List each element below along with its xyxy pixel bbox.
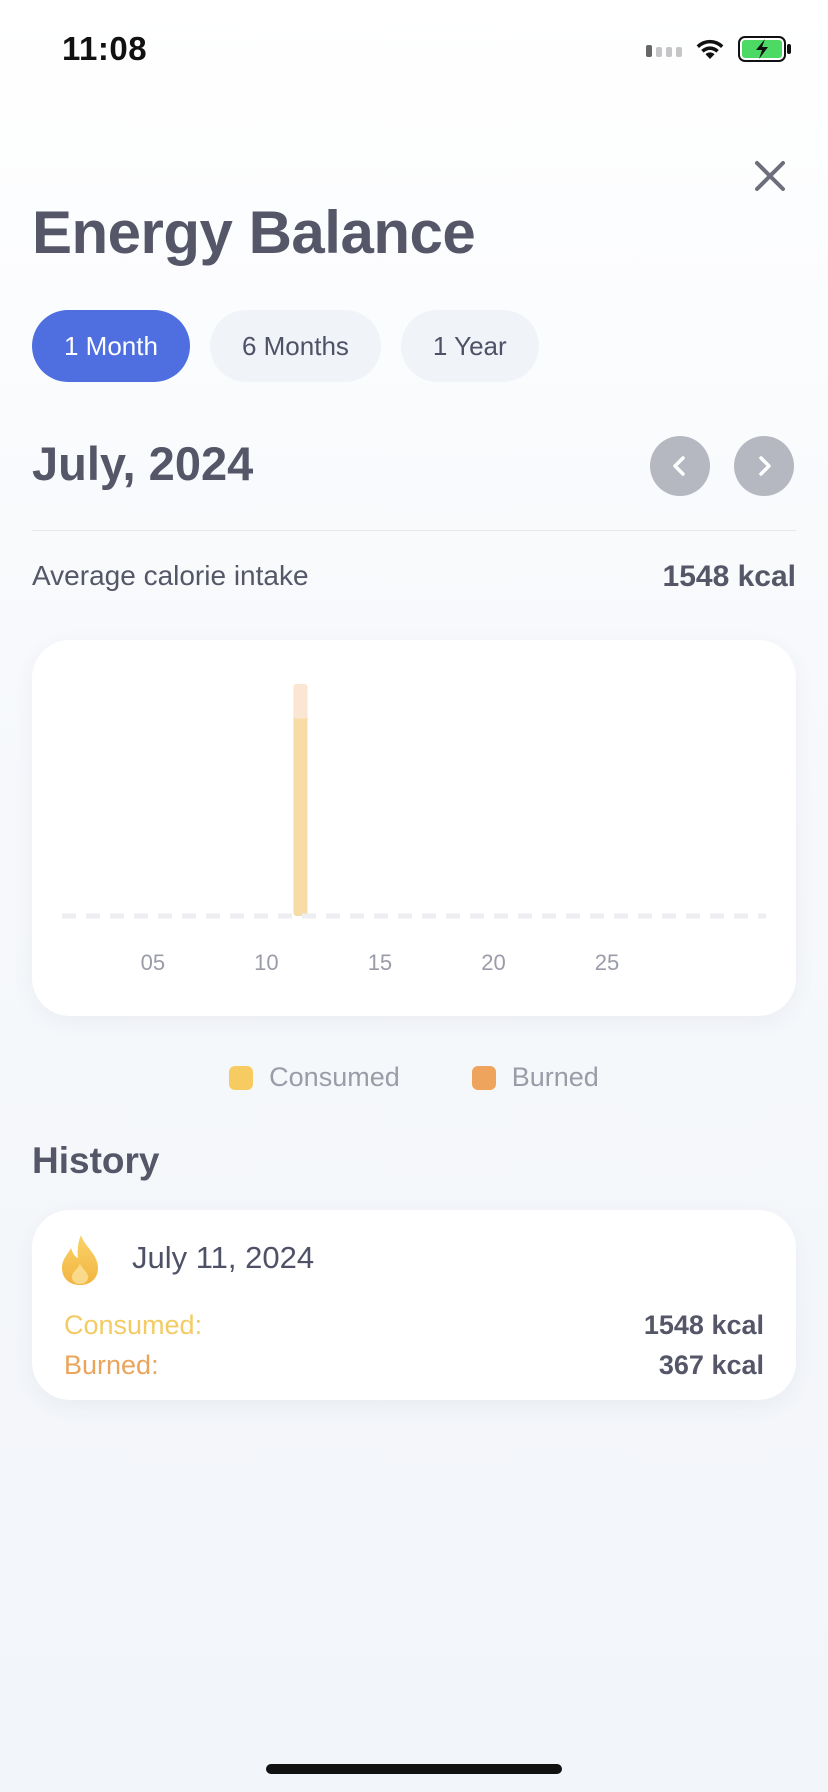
- history-date: July 11, 2024: [132, 1240, 315, 1275]
- status-icons: [646, 36, 794, 62]
- history-burned-row: Burned: 367 kcal: [64, 1350, 764, 1381]
- history-burned-label: Burned:: [64, 1350, 159, 1380]
- average-intake-value: 1548 kcal: [662, 560, 796, 593]
- legend-item-consumed: Consumed: [229, 1062, 400, 1093]
- average-intake-label: Average calorie intake: [32, 560, 309, 591]
- home-indicator[interactable]: [266, 1764, 562, 1774]
- energy-chart: 05 10 15 20 25: [32, 640, 796, 1016]
- x-tick-25: 25: [595, 950, 619, 975]
- legend-label-burned: Burned: [511, 1062, 599, 1092]
- period-tabs: 1 Month 6 Months 1 Year: [32, 310, 539, 382]
- close-button[interactable]: [750, 156, 790, 196]
- legend-swatch-burned: [471, 1065, 496, 1090]
- chevron-left-icon: [673, 456, 685, 476]
- chart-legend: Consumed Burned: [0, 1062, 828, 1093]
- status-time: 11:08: [62, 30, 148, 67]
- legend-item-burned: Burned: [471, 1062, 599, 1093]
- tab-1-year[interactable]: 1 Year: [400, 310, 539, 382]
- tab-6-months[interactable]: 6 Months: [209, 310, 381, 382]
- x-tick-05: 05: [141, 950, 165, 975]
- bar-burned-day-11[interactable]: [293, 684, 308, 719]
- x-tick-15: 15: [368, 950, 392, 975]
- page-title: Energy Balance: [32, 199, 476, 266]
- previous-period-button[interactable]: [650, 436, 710, 496]
- cellular-signal-icon: [646, 41, 682, 57]
- period-label: July, 2024: [32, 437, 254, 490]
- history-entry[interactable]: July 11, 2024 Consumed: 1548 kcal Burned…: [32, 1210, 796, 1400]
- battery-charging-icon: [738, 36, 791, 62]
- next-period-button[interactable]: [734, 436, 794, 496]
- chevron-right-icon: [759, 456, 771, 476]
- history-title: History: [32, 1140, 160, 1181]
- bar-consumed-day-11[interactable]: [293, 684, 308, 916]
- chart-svg: 05 10 15 20 25: [62, 684, 766, 975]
- flame-icon: [62, 1235, 98, 1285]
- history-consumed-row: Consumed: 1548 kcal: [64, 1310, 764, 1341]
- wifi-icon: [696, 39, 724, 59]
- legend-swatch-consumed: [229, 1065, 254, 1090]
- history-consumed-value: 1548 kcal: [643, 1310, 764, 1340]
- x-tick-20: 20: [481, 950, 505, 975]
- history-consumed-label: Consumed:: [64, 1310, 203, 1340]
- x-tick-10: 10: [254, 950, 278, 975]
- close-icon: [755, 161, 785, 191]
- legend-label-consumed: Consumed: [269, 1062, 400, 1092]
- history-burned-value: 367 kcal: [658, 1350, 764, 1380]
- divider: [32, 530, 796, 531]
- status-bar: 11:08: [0, 0, 828, 96]
- tab-1-month[interactable]: 1 Month: [32, 310, 190, 382]
